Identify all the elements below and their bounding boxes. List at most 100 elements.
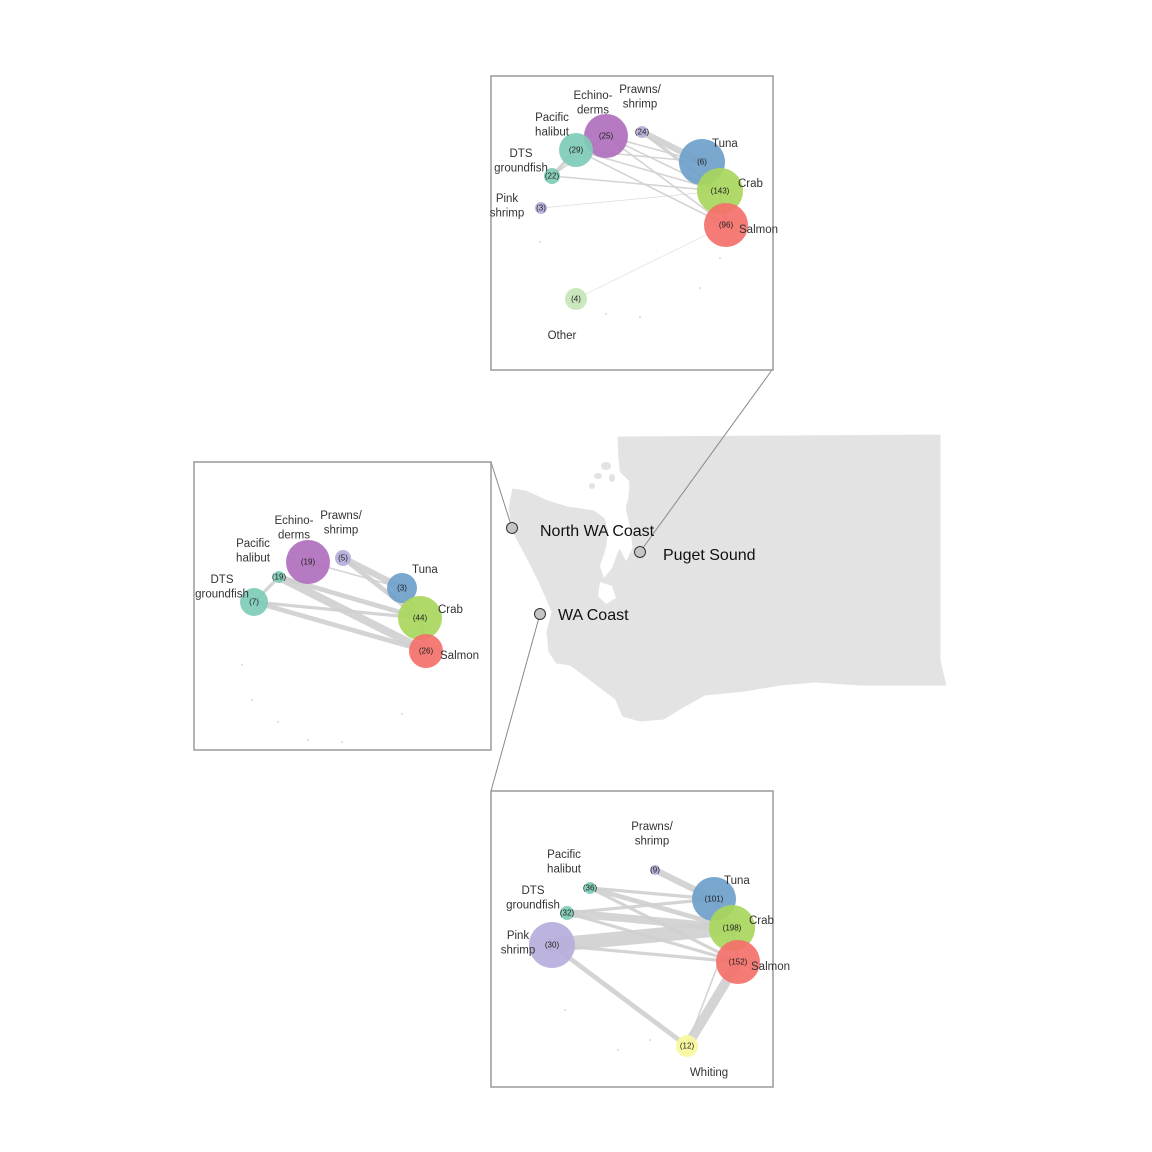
node-circle-crab[interactable]: [398, 596, 442, 640]
node-halibut[interactable]: (36) Pacific halibut: [547, 849, 597, 894]
node-count-salmon: (26): [419, 647, 434, 656]
node-label-echinoderms: derms: [577, 104, 609, 116]
node-echinoderms[interactable]: (19) Echino-derms: [275, 515, 331, 584]
region-dot-puget[interactable]: [634, 546, 646, 558]
node-circle-echinoderms[interactable]: [286, 540, 330, 584]
node-label-prawns: shrimp: [324, 524, 359, 536]
edge-dts-crab: [551, 175, 721, 192]
node-label-dts: DTS: [522, 885, 545, 897]
node-other[interactable]: (4) Other: [548, 288, 587, 342]
node-circle-pinkshrimp[interactable]: [535, 202, 547, 214]
node-echinoderms[interactable]: (25) Echino-derms: [574, 90, 629, 158]
node-salmon[interactable]: (96) Salmon: [704, 203, 778, 247]
node-label-tuna: Tuna: [712, 138, 738, 150]
network-puget-sound: (25) Echino-derms (24) Prawns/shrimp (29) Pac…: [490, 84, 778, 342]
node-circle-halibut[interactable]: [584, 882, 596, 894]
washington-state-outline: [507, 433, 948, 723]
node-label-pinkshrimp: Pink: [507, 930, 530, 942]
node-label-whiting: Whiting: [690, 1067, 728, 1079]
leader-wa: [490, 613, 541, 792]
nodes-north: (19) Echino-derms (5) Prawns/shrimp (19) Paci…: [195, 510, 479, 668]
nodes-wa: (9) Prawns/shrimp (36) Pacific halibut (32) DT…: [501, 821, 790, 1079]
region-marker-wa[interactable]: WA Coast: [534, 607, 630, 624]
node-circle-dts[interactable]: [560, 906, 574, 920]
edge-pinkshrimp-whiting: [549, 942, 690, 1049]
node-label-salmon: Salmon: [440, 650, 479, 662]
node-circle-salmon[interactable]: [704, 203, 748, 247]
node-dts[interactable]: (22) DTS groundfish: [494, 148, 560, 184]
node-prawns[interactable]: (24) Prawns/shrimp: [619, 84, 662, 138]
node-prawns[interactable]: (9) Prawns/shrimp: [631, 821, 674, 875]
node-circle-whiting[interactable]: [676, 1035, 698, 1057]
node-circle-salmon[interactable]: [409, 634, 443, 668]
node-label-crab: Crab: [438, 604, 463, 616]
node-label-prawns: Prawns/: [619, 84, 661, 96]
node-circle-echinoderms[interactable]: [584, 114, 628, 158]
node-circle-dts[interactable]: [544, 168, 560, 184]
node-circle-prawns[interactable]: [335, 550, 351, 566]
node-label-dts: groundfish: [506, 899, 560, 911]
node-count-whiting: (12): [680, 1042, 695, 1051]
node-salmon[interactable]: (152) Salmon: [716, 940, 790, 984]
node-label-salmon: Salmon: [751, 961, 790, 973]
node-circle-dts[interactable]: [240, 588, 268, 616]
node-label-crab: Crab: [738, 178, 763, 190]
region-label-north: North WA Coast: [540, 523, 655, 540]
node-crab[interactable]: (143) Crab: [697, 168, 763, 214]
node-count-tuna: (6): [697, 158, 707, 167]
node-label-dts: groundfish: [195, 588, 249, 600]
node-dts[interactable]: (7) DTS groundfish: [195, 574, 268, 616]
node-salmon[interactable]: (26) Salmon: [409, 634, 479, 668]
node-count-prawns: (24): [635, 128, 650, 137]
node-circle-salmon[interactable]: [716, 940, 760, 984]
node-label-prawns: shrimp: [635, 835, 670, 847]
node-label-prawns: shrimp: [623, 98, 658, 110]
node-count-salmon: (96): [719, 221, 734, 230]
puget-sound-water: [600, 470, 630, 578]
node-label-crab: Crab: [749, 915, 774, 927]
node-halibut[interactable]: (29) Pacific halibut: [535, 112, 593, 167]
node-count-prawns: (5): [338, 554, 348, 563]
node-count-dts: (32): [560, 909, 575, 918]
node-crab[interactable]: (198) Crab: [709, 905, 774, 951]
region-dot-north[interactable]: [506, 522, 518, 534]
node-label-salmon: Salmon: [739, 224, 778, 236]
node-circle-prawns[interactable]: [636, 126, 648, 138]
node-prawns[interactable]: (5) Prawns/shrimp: [320, 510, 363, 566]
node-circle-halibut[interactable]: [559, 133, 593, 167]
edge-dts-salmon: [251, 599, 429, 654]
node-circle-crab[interactable]: [697, 168, 743, 214]
edge-pinkshrimp-crab: [544, 920, 740, 953]
node-halibut[interactable]: (19) Pacific halibut: [236, 538, 286, 583]
node-count-pinkshrimp: (30): [545, 941, 560, 950]
node-circle-prawns[interactable]: [650, 865, 660, 875]
node-count-halibut: (29): [569, 146, 584, 155]
node-label-dts: DTS: [510, 148, 533, 160]
node-count-echinoderms: (19): [301, 558, 316, 567]
node-circle-tuna[interactable]: [387, 573, 417, 603]
region-dot-wa[interactable]: [534, 608, 546, 620]
node-circle-crab[interactable]: [709, 905, 755, 951]
node-whiting[interactable]: (12) Whiting: [676, 1035, 728, 1079]
region-label-puget: Puget Sound: [663, 547, 756, 564]
edge-halibut-crab: [276, 574, 423, 621]
edge-echinoderms-salmon: [605, 135, 727, 226]
node-crab[interactable]: (44) Crab: [398, 596, 463, 640]
node-dts[interactable]: (32) DTS groundfish: [506, 885, 574, 920]
edge-halibut-salmon: [275, 573, 430, 655]
node-count-crab: (143): [711, 187, 730, 196]
region-marker-north[interactable]: North WA Coast: [506, 522, 655, 541]
network-wa-coast: (9) Prawns/shrimp (36) Pacific halibut (32) DT…: [501, 821, 790, 1079]
node-label-prawns: Prawns/: [631, 821, 673, 833]
node-pinkshrimp[interactable]: (30) Pink shrimp: [501, 922, 575, 968]
node-circle-pinkshrimp[interactable]: [529, 922, 575, 968]
region-marker-puget[interactable]: Puget Sound: [634, 546, 756, 565]
node-pinkshrimp[interactable]: (3) Pink shrimp: [490, 193, 547, 220]
node-count-pinkshrimp: (3): [536, 204, 546, 213]
node-circle-other[interactable]: [565, 288, 587, 310]
node-circle-halibut[interactable]: [273, 571, 285, 583]
node-count-halibut: (36): [583, 884, 598, 893]
node-tuna[interactable]: (3) Tuna: [387, 564, 438, 603]
node-label-halibut: Pacific: [236, 538, 270, 550]
